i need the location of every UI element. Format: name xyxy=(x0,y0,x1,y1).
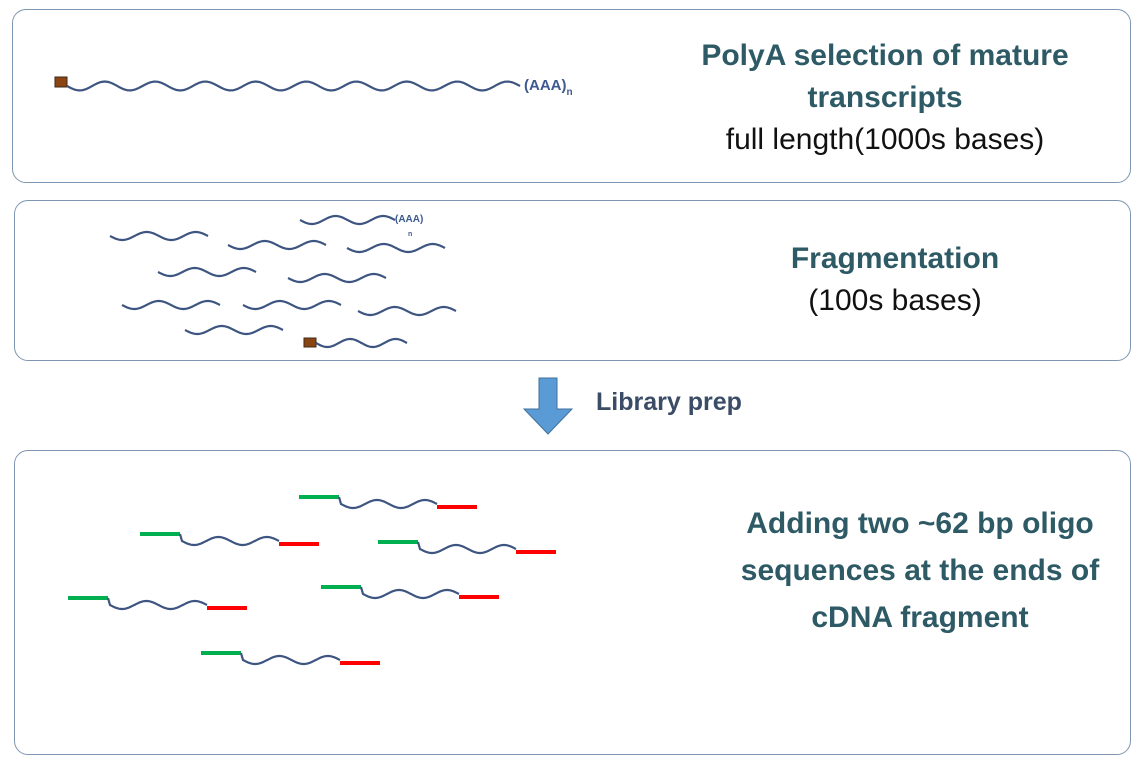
step2-title: Fragmentation xyxy=(790,242,1000,275)
ligated-fragment xyxy=(140,532,319,547)
fragments: (AAA) n xyxy=(109,214,457,349)
down-arrow-icon xyxy=(522,377,574,435)
fragment-polya-subscript: n xyxy=(408,231,412,238)
library-prep-label: Library prep xyxy=(596,388,742,416)
fragment-strand xyxy=(242,299,342,311)
fragment-strand xyxy=(287,272,387,284)
cdna-fragment-strand xyxy=(359,586,460,600)
cdna-fragment-strand xyxy=(416,541,517,555)
step2-caption: Fragmentation (100s bases) xyxy=(720,238,1070,322)
cdna-fragment-strand xyxy=(239,652,341,666)
fragment-strand xyxy=(315,337,408,349)
step2-subtitle: (100s bases) xyxy=(808,284,982,317)
fragment-strand xyxy=(227,239,327,251)
ligated-fragment xyxy=(299,495,477,510)
step1-title: PolyA selection of mature transcripts xyxy=(701,39,1069,114)
cdna-fragment-strand xyxy=(106,597,208,611)
full-length-transcript: (AAA)n xyxy=(54,76,573,98)
fragment-strand xyxy=(121,299,221,311)
fragment-strand xyxy=(157,266,257,278)
ligated-fragment xyxy=(321,585,499,600)
fragment-strand xyxy=(184,324,284,336)
adapter-ligated-fragments xyxy=(68,495,556,666)
fragment-strand xyxy=(346,242,446,254)
polya-tail-subscript: n xyxy=(567,87,573,98)
ligated-fragment xyxy=(68,596,247,611)
five-prime-cap xyxy=(54,76,68,88)
fragment-polya-label: (AAA) xyxy=(395,214,423,225)
cdna-fragment-strand xyxy=(178,533,280,547)
step3-title: Adding two ~62 bp oligo sequences at the… xyxy=(740,507,1100,634)
step3-caption: Adding two ~62 bp oligo sequences at the… xyxy=(740,500,1100,641)
ligated-fragment xyxy=(378,540,556,555)
step1-caption: PolyA selection of mature transcripts fu… xyxy=(690,35,1080,161)
fragment-cap xyxy=(303,337,317,348)
fragment-strand xyxy=(109,230,209,242)
fragment-strand xyxy=(299,214,396,226)
transcript-strand xyxy=(66,80,521,92)
fragment-strand xyxy=(357,305,457,317)
step1-subtitle: full length(1000s bases) xyxy=(725,123,1045,156)
polya-tail-label: (AAA)n xyxy=(524,77,573,98)
panel-polya-selection xyxy=(12,9,1131,183)
ligated-fragment xyxy=(201,651,380,666)
cdna-fragment-strand xyxy=(337,496,438,510)
